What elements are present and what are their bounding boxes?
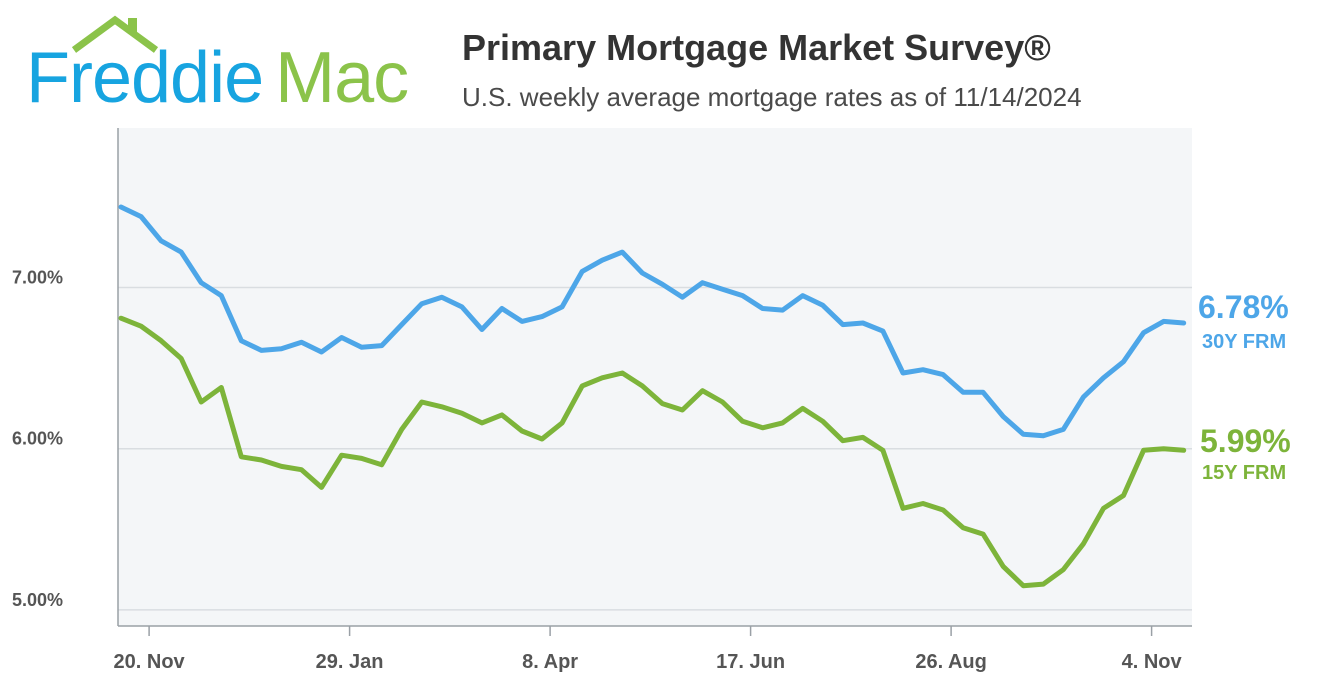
series-30y-last-value: 6.78% [1198, 289, 1289, 325]
x-tick-label: 17. Jun [716, 651, 785, 673]
series-30y-frm-line [118, 204, 1187, 439]
plot-background [118, 128, 1192, 626]
series-15y-last-value: 5.99% [1200, 423, 1291, 459]
x-tick-label: 26. Aug [915, 651, 987, 673]
series-15y-legend-label: 15Y FRM [1202, 462, 1287, 484]
y-tick-label: 6.00% [12, 429, 63, 449]
x-tick-label: 4. Nov [1122, 651, 1183, 673]
series-30y-legend-label: 30Y FRM [1202, 331, 1287, 353]
freddie-mac-logo: Freddie Mac [26, 36, 409, 120]
x-tick-label: 20. Nov [114, 651, 186, 673]
x-tick-label: 8. Apr [522, 651, 578, 673]
y-tick-label: 7.00% [12, 268, 63, 288]
series-15y-frm-line [118, 315, 1187, 589]
chart-title: Primary Mortgage Market Survey® [462, 27, 1051, 68]
x-tick-label: 29. Jan [316, 651, 384, 673]
y-tick-label: 5.00% [12, 590, 63, 610]
logo-word-freddie: Freddie [26, 38, 264, 118]
chart-subtitle: U.S. weekly average mortgage rates as of… [462, 82, 1082, 112]
logo-word-mac: Mac [275, 38, 409, 118]
house-roof-icon [71, 15, 159, 53]
